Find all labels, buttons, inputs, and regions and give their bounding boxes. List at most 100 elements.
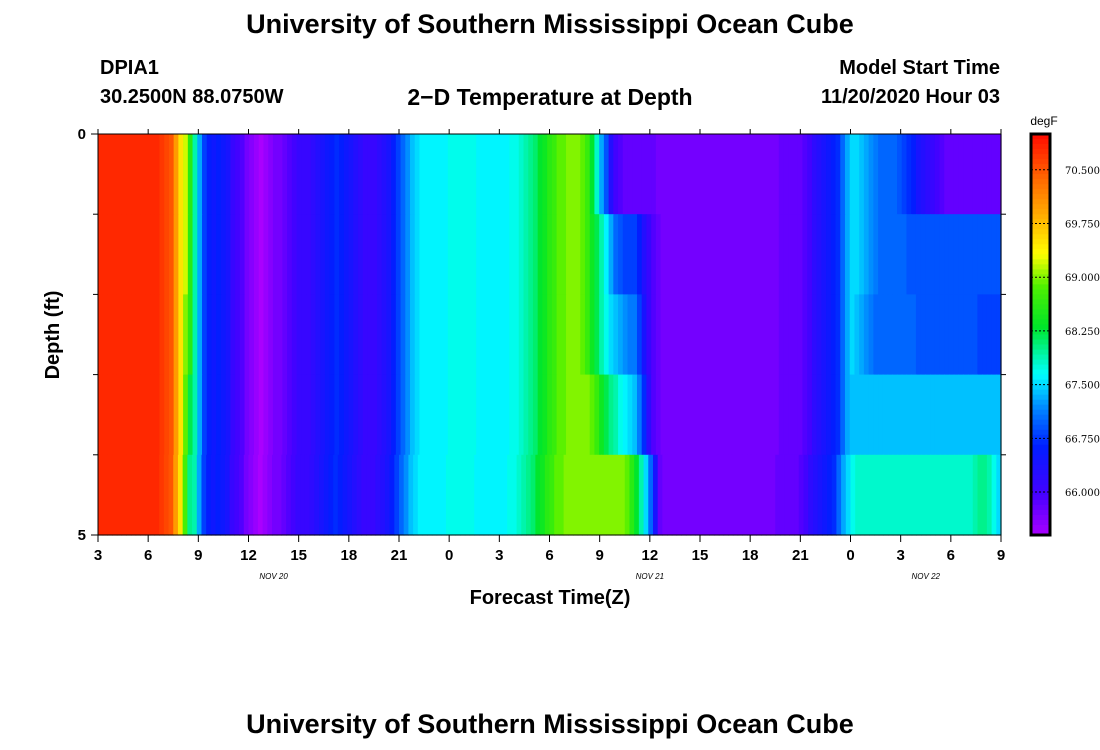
heatmap-cell: [561, 134, 567, 215]
heatmap-cell: [362, 214, 369, 295]
heatmap-cell: [698, 294, 704, 376]
heatmap-cell: [901, 374, 908, 456]
heatmap-cell: [712, 214, 718, 295]
heatmap-cell: [958, 214, 964, 295]
heatmap-cell: [570, 374, 577, 456]
heatmap-cell: [594, 214, 600, 295]
heatmap-cell: [627, 374, 633, 456]
heatmap-cell: [939, 454, 946, 536]
heatmap-cell: [277, 374, 283, 456]
heatmap-cell: [131, 214, 137, 295]
heatmap-cell: [535, 454, 541, 536]
heatmap-cell: [887, 294, 893, 376]
heatmap-cell: [629, 454, 635, 536]
heatmap-cell: [112, 374, 118, 456]
heatmap-cell: [643, 454, 649, 536]
heatmap-cell: [107, 294, 113, 376]
heatmap-cell: [958, 374, 964, 456]
heatmap-cell: [603, 134, 610, 215]
heatmap-cell: [670, 294, 676, 376]
heatmap-cell: [826, 134, 832, 215]
heatmap-cell: [841, 454, 847, 536]
heatmap-cell: [220, 374, 227, 456]
heatmap-cell: [320, 294, 326, 376]
heatmap-cell: [783, 374, 789, 456]
heatmap-cell: [281, 454, 287, 536]
heatmap-cell: [126, 134, 132, 215]
heatmap-cell: [507, 454, 513, 536]
heatmap-cell: [892, 214, 898, 295]
heatmap-cell: [556, 374, 562, 456]
heatmap-cell: [778, 134, 785, 215]
heatmap-cell: [996, 454, 1002, 536]
heatmap-cell: [807, 214, 813, 295]
heatmap-cell: [268, 294, 274, 376]
heatmap-cell: [447, 374, 454, 456]
heatmap-cell: [859, 294, 865, 376]
heatmap-cell: [329, 374, 335, 456]
heatmap-cell: [455, 454, 461, 536]
heatmap-cell: [657, 454, 663, 536]
heatmap-cell: [930, 134, 936, 215]
heatmap-cell: [287, 374, 293, 456]
heatmap-cell: [566, 374, 572, 456]
heatmap-cell: [599, 374, 605, 456]
colorbar-swatch: [1031, 179, 1050, 185]
heatmap-cell: [464, 454, 471, 536]
heatmap-cell: [353, 374, 359, 456]
heatmap-cell: [306, 214, 312, 295]
heatmap-cell: [863, 214, 870, 295]
heatmap-cell: [391, 294, 397, 376]
heatmap-cell: [967, 374, 974, 456]
heatmap-cell: [514, 134, 520, 215]
colorbar-tick-label: 69.750: [1065, 220, 1100, 231]
heatmap-cell: [457, 294, 463, 376]
heatmap-cell: [376, 294, 383, 376]
colorbar-swatch: [1031, 334, 1050, 341]
heatmap-cell: [896, 134, 903, 215]
heatmap-cell: [150, 214, 156, 295]
heatmap-cell: [323, 454, 330, 536]
heatmap-cell: [850, 454, 856, 536]
heatmap-cell: [684, 294, 690, 376]
heatmap-cell: [438, 134, 444, 215]
heatmap-cell: [253, 454, 259, 536]
colorbar-swatch: [1031, 294, 1050, 301]
heatmap-cell: [674, 374, 681, 456]
heatmap-cell: [911, 454, 917, 536]
heatmap-cell: [573, 454, 579, 536]
colorbar-swatch: [1031, 414, 1050, 421]
heatmap-cell: [788, 214, 794, 295]
heatmap-cell: [722, 134, 728, 215]
heatmap-cell: [126, 374, 132, 456]
heatmap-cell: [667, 454, 673, 536]
heatmap-cell: [329, 294, 335, 376]
heatmap-cell: [750, 374, 756, 456]
heatmap-cell: [306, 374, 312, 456]
heatmap-cell: [216, 134, 222, 215]
heatmap-cell: [206, 454, 212, 536]
heatmap-cell: [419, 374, 425, 456]
heatmap-cell: [591, 454, 598, 536]
heatmap-cell: [263, 214, 269, 295]
heatmap-cell: [849, 214, 856, 295]
colorbar-swatch: [1031, 214, 1050, 220]
heatmap-cell: [755, 214, 761, 295]
colorbar-swatch: [1031, 309, 1050, 316]
heatmap-cell: [769, 214, 775, 295]
heatmap-cell: [410, 374, 416, 456]
heatmap-cell: [830, 294, 837, 376]
heatmap-cell: [372, 134, 378, 215]
heatmap-cell: [324, 214, 331, 295]
heatmap-cell: [348, 294, 354, 376]
heatmap-cell: [855, 454, 861, 536]
heatmap-cell: [745, 134, 752, 215]
heatmap-cell: [967, 294, 974, 376]
heatmap-cell: [835, 374, 841, 456]
heatmap-cell: [944, 374, 950, 456]
heatmap-cell: [854, 374, 860, 456]
heatmap-cell: [367, 374, 373, 456]
heatmap-cell: [159, 294, 165, 376]
heatmap-cell: [896, 294, 903, 376]
heatmap-cell: [624, 454, 631, 536]
